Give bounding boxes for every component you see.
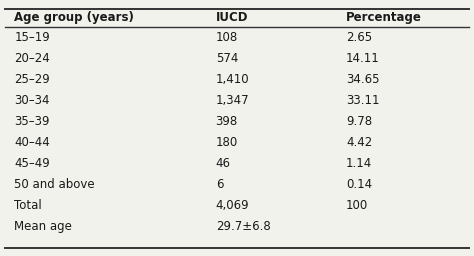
Text: Percentage: Percentage — [346, 11, 422, 24]
Text: 108: 108 — [216, 31, 238, 44]
Text: 20–24: 20–24 — [14, 52, 50, 65]
Text: IUCD: IUCD — [216, 11, 248, 24]
Text: 35–39: 35–39 — [14, 115, 50, 128]
Text: 14.11: 14.11 — [346, 52, 380, 65]
Text: 574: 574 — [216, 52, 238, 65]
Text: 2.65: 2.65 — [346, 31, 372, 44]
Text: 100: 100 — [346, 199, 368, 212]
Text: 1,410: 1,410 — [216, 73, 249, 86]
Text: 30–34: 30–34 — [14, 94, 50, 107]
Text: Age group (years): Age group (years) — [14, 11, 134, 24]
Text: 1.14: 1.14 — [346, 157, 372, 170]
Text: 180: 180 — [216, 136, 238, 149]
Text: 0.14: 0.14 — [346, 178, 372, 191]
Text: 50 and above: 50 and above — [14, 178, 95, 191]
Text: 46: 46 — [216, 157, 231, 170]
Text: Total: Total — [14, 199, 42, 212]
Text: 45–49: 45–49 — [14, 157, 50, 170]
Text: 33.11: 33.11 — [346, 94, 380, 107]
Text: 25–29: 25–29 — [14, 73, 50, 86]
Text: 4.42: 4.42 — [346, 136, 372, 149]
Text: 34.65: 34.65 — [346, 73, 380, 86]
Text: Mean age: Mean age — [14, 220, 72, 233]
Text: 6: 6 — [216, 178, 223, 191]
Text: 29.7±6.8: 29.7±6.8 — [216, 220, 271, 233]
Text: 9.78: 9.78 — [346, 115, 372, 128]
Text: 398: 398 — [216, 115, 238, 128]
Text: 1,347: 1,347 — [216, 94, 249, 107]
Text: 4,069: 4,069 — [216, 199, 249, 212]
Text: 15–19: 15–19 — [14, 31, 50, 44]
Text: 40–44: 40–44 — [14, 136, 50, 149]
